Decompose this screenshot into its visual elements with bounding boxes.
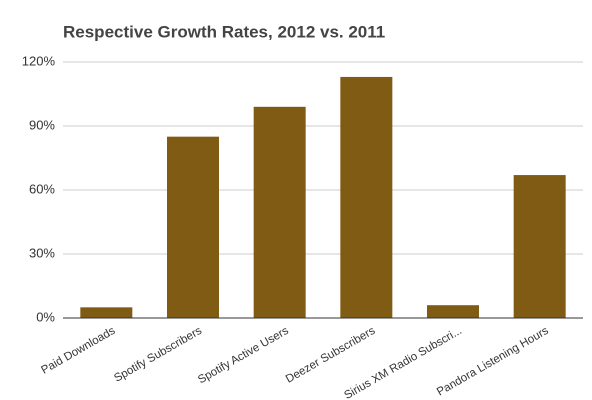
x-tick-label: Paid Downloads (39, 325, 117, 377)
bar (427, 305, 479, 318)
chart-title: Respective Growth Rates, 2012 vs. 2011 (63, 22, 385, 41)
x-tick-label: Deezer Subscribers (284, 325, 378, 386)
bar (167, 136, 219, 318)
y-tick-label: 120% (22, 53, 56, 68)
y-tick-label: 90% (29, 117, 55, 132)
x-tick-label: Spotify Active Users (196, 325, 291, 387)
bar (253, 106, 306, 318)
y-tick-label: 30% (29, 245, 55, 260)
bar (340, 76, 393, 318)
bar (80, 307, 133, 318)
x-tick-label: Spotify Subscribers (112, 325, 204, 385)
y-tick-label: 0% (36, 309, 55, 324)
bar (513, 175, 566, 318)
y-tick-label: 60% (29, 181, 55, 196)
